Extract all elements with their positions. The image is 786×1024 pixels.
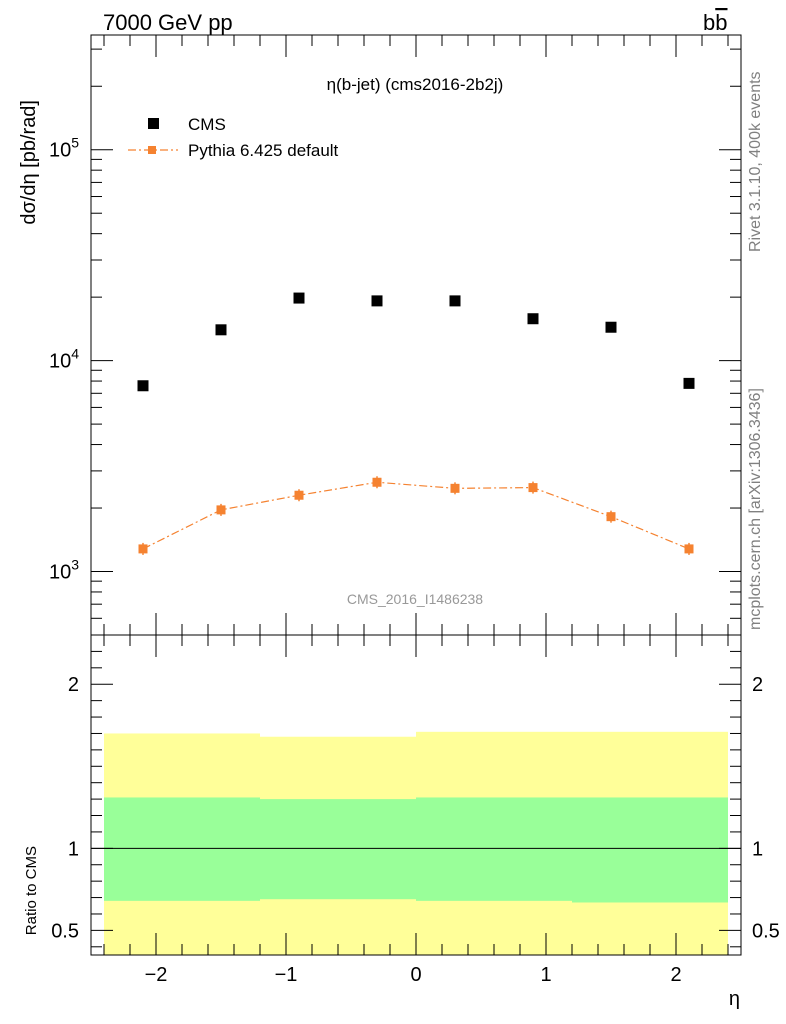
pythia-point <box>528 483 538 493</box>
cms-point <box>137 380 149 392</box>
ratio-y-tick-label: 1 <box>68 838 79 860</box>
legend-pythia-marker <box>148 146 156 154</box>
main-panel: η(b-jet) (cms2016-2b2j) dσ/dη [pb/rad] C… <box>18 34 742 636</box>
cms-point <box>527 313 539 325</box>
legend-cms-marker <box>148 118 159 129</box>
x-tick-label: 1 <box>540 964 551 986</box>
header-left: 7000 GeV pp <box>103 10 233 35</box>
cms-point <box>449 295 461 307</box>
ratio-y-tick-label: 2 <box>68 674 79 696</box>
pythia-point <box>684 544 694 554</box>
ratio-panel: 0.5 0.5 1 1 2 2 −2 −1 0 1 2 Ratio to CMS η <box>23 634 780 1010</box>
ratio-y-tick-label: 0.5 <box>51 920 79 942</box>
legend-cms-label: CMS <box>188 115 226 134</box>
cms-point <box>293 292 305 304</box>
ratio-inner-band <box>104 797 260 901</box>
legend: CMS Pythia 6.425 default <box>128 115 339 160</box>
ratio-inner-band <box>572 797 728 903</box>
cms-point <box>371 295 383 307</box>
header-right: bb <box>703 10 728 35</box>
ratio-y-tick-label-right: 0.5 <box>752 920 780 942</box>
main-y-tick-label: 105 <box>49 135 79 162</box>
pythia-point <box>450 483 460 493</box>
pythia-point <box>606 512 616 522</box>
pythia-point <box>138 544 148 554</box>
x-axis-label: η <box>729 988 740 1010</box>
header-right-main: b <box>703 10 715 35</box>
pythia-series-line <box>142 481 690 550</box>
pythia-point <box>294 490 304 500</box>
ratio-frame <box>90 634 742 956</box>
legend-pythia-label: Pythia 6.425 default <box>188 141 339 160</box>
cms-point <box>215 324 227 336</box>
pythia-point <box>216 505 226 515</box>
x-tick-label: 2 <box>670 964 681 986</box>
main-y-tick-label: 103 <box>49 557 79 584</box>
watermark: CMS_2016_I1486238 <box>347 591 483 607</box>
main-y-axis-label: dσ/dη [pb/rad] <box>18 100 40 225</box>
pythia-point <box>372 477 382 487</box>
x-tick-label: 0 <box>410 964 421 986</box>
ratio-inner-band <box>260 799 416 900</box>
x-tick-label: −1 <box>275 964 298 986</box>
x-tick-label: −2 <box>145 964 168 986</box>
side-label-bottom: mcplots.cern.ch [arXiv:1306.3436] <box>747 388 764 630</box>
main-title: η(b-jet) (cms2016-2b2j) <box>327 75 504 94</box>
ratio-y-tick-label-right: 2 <box>752 674 763 696</box>
ratio-y-tick-label-right: 1 <box>752 838 763 860</box>
main-y-tick-label: 104 <box>49 346 79 373</box>
ratio-y-axis-label: Ratio to CMS <box>23 846 40 935</box>
ratio-inner-band <box>416 797 572 901</box>
side-label-top: Rivet 3.1.10, 400k events <box>747 71 764 252</box>
header-right-bar: b <box>715 10 727 35</box>
cms-point <box>605 321 617 333</box>
cms-point <box>683 377 695 389</box>
